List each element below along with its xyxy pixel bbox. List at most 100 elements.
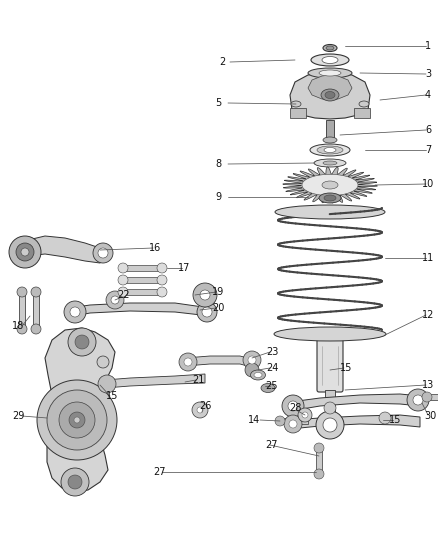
Text: 14: 14 [248,415,260,425]
Circle shape [59,402,95,438]
Text: 8: 8 [215,159,221,169]
Bar [19,293,25,328]
Ellipse shape [251,370,265,380]
Circle shape [324,402,336,414]
Circle shape [282,395,304,417]
Circle shape [248,356,256,364]
Circle shape [75,335,89,349]
Circle shape [179,353,197,371]
Text: 1: 1 [425,41,431,51]
Circle shape [98,375,116,393]
Ellipse shape [326,46,334,50]
Ellipse shape [322,56,338,63]
Ellipse shape [323,137,337,143]
Circle shape [243,351,261,369]
Ellipse shape [308,68,352,78]
Text: 26: 26 [199,401,211,411]
Circle shape [68,475,82,489]
Circle shape [157,287,167,297]
Text: 4: 4 [425,90,431,100]
Circle shape [379,412,391,424]
Circle shape [21,248,29,256]
Circle shape [16,243,34,261]
FancyBboxPatch shape [317,339,343,392]
Circle shape [31,287,41,297]
Ellipse shape [319,70,341,76]
Circle shape [289,420,297,428]
Circle shape [316,411,344,439]
Text: 15: 15 [389,415,401,425]
Circle shape [197,407,203,413]
Ellipse shape [321,89,339,101]
Ellipse shape [291,101,301,107]
Polygon shape [283,167,378,203]
Ellipse shape [254,373,262,377]
Circle shape [184,358,192,366]
Circle shape [157,263,167,273]
Circle shape [284,415,302,433]
Ellipse shape [274,327,386,341]
Circle shape [323,418,337,432]
Polygon shape [290,415,420,429]
Text: 17: 17 [178,263,190,273]
Text: 24: 24 [266,363,278,373]
Text: 11: 11 [422,253,434,263]
Ellipse shape [275,205,385,219]
Ellipse shape [359,101,369,107]
Polygon shape [70,303,210,317]
Ellipse shape [323,44,337,52]
Circle shape [407,389,429,411]
Bar [120,289,165,295]
Circle shape [288,401,298,411]
Text: 7: 7 [425,145,431,155]
Text: 23: 23 [266,347,278,357]
Circle shape [413,395,423,405]
Text: 15: 15 [106,391,118,401]
Circle shape [47,390,107,450]
Circle shape [202,307,212,317]
Text: 5: 5 [215,98,221,108]
Circle shape [37,380,117,460]
Ellipse shape [311,54,349,66]
Polygon shape [290,108,306,118]
Text: 13: 13 [422,380,434,390]
Circle shape [64,301,86,323]
Polygon shape [290,394,420,411]
Ellipse shape [324,195,336,201]
Circle shape [74,417,80,423]
Circle shape [69,412,85,428]
Circle shape [68,328,96,356]
Circle shape [61,468,89,496]
Ellipse shape [323,161,337,165]
Text: 18: 18 [12,321,24,331]
Ellipse shape [317,146,343,154]
Bar [278,418,308,424]
Circle shape [193,283,217,307]
Ellipse shape [325,92,335,99]
Text: 27: 27 [266,440,278,450]
Text: 3: 3 [425,69,431,79]
Ellipse shape [319,193,341,203]
Circle shape [111,296,119,304]
Circle shape [422,392,432,402]
Ellipse shape [324,148,336,152]
Polygon shape [302,174,358,196]
Circle shape [17,287,27,297]
Circle shape [302,412,308,418]
Text: 27: 27 [154,467,166,477]
Text: 30: 30 [424,411,436,421]
Text: 2: 2 [219,57,225,67]
Circle shape [118,287,128,297]
Text: 16: 16 [149,243,161,253]
Text: 15: 15 [340,363,352,373]
Bar [316,445,322,475]
Circle shape [275,416,285,426]
Circle shape [314,469,324,479]
Polygon shape [308,75,352,100]
Bar [425,394,438,400]
Polygon shape [185,356,255,368]
Ellipse shape [310,144,350,156]
Polygon shape [354,108,370,118]
Circle shape [9,236,41,268]
Text: 29: 29 [12,411,24,421]
